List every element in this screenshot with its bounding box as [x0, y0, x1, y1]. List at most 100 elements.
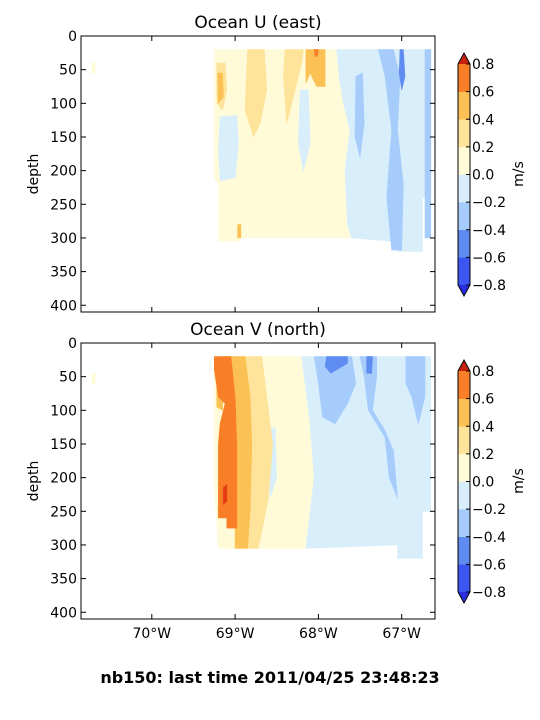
- x-axis: 70°W 69°W 68°W 67°W: [132, 343, 421, 642]
- contour-region: [336, 49, 432, 252]
- y-tick-label: 350: [50, 572, 77, 588]
- panel-ocean-u: Ocean U (east) 050100150200250300350400 …: [26, 13, 527, 314]
- colorbar-segment: [457, 370, 471, 399]
- colorbar-segment: [457, 481, 471, 510]
- colorbar-tick-label: −0.2: [472, 195, 506, 211]
- y-tick-label: 400: [50, 298, 77, 314]
- panel-title: Ocean U (east): [194, 13, 321, 33]
- colorbar-extend-under: [458, 285, 470, 296]
- y-tick-label: 50: [59, 63, 77, 79]
- contour-region: [217, 72, 224, 104]
- y-tick-label: 50: [59, 370, 77, 386]
- colorbar-tick-label: 0.8: [472, 364, 494, 380]
- colorbar-segment: [457, 229, 471, 258]
- contour-region: [91, 372, 96, 384]
- y-tick-label: 250: [50, 504, 77, 520]
- contour-region: [324, 356, 348, 374]
- y-tick-label: 100: [50, 403, 77, 419]
- colorbar-tick-label: 0.8: [472, 57, 494, 73]
- colorbar-tick-label: 0.4: [472, 112, 494, 128]
- colorbar-segment: [457, 119, 471, 148]
- y-axis: 0 50 100 150 200 250 300 350 400: [50, 29, 435, 314]
- y-tick-label: 300: [50, 231, 77, 247]
- colorbar-tick-label: 0.0: [472, 475, 494, 491]
- contour-region: [218, 115, 239, 181]
- contour-region: [91, 62, 96, 74]
- contour-region: [244, 49, 268, 138]
- y-tick-label: 200: [50, 471, 77, 487]
- colorbar-segment: [457, 201, 471, 230]
- colorbar: −0.8 −0.6 −0.4 −0.2 0.0 0.2 0.4 0.6 0.8: [457, 51, 506, 298]
- colorbar-segment: [457, 398, 471, 427]
- colorbar-extend-over: [458, 53, 470, 64]
- plot-frame: [80, 342, 436, 620]
- x-axis: [151, 36, 403, 312]
- colorbar-tick-label: −0.4: [472, 530, 506, 546]
- colorbar-label: m/s: [511, 468, 527, 494]
- colorbar-tick-label: −0.6: [472, 250, 506, 266]
- y-tick-label: 300: [50, 538, 77, 554]
- contour-region: [313, 356, 357, 425]
- colorbar-segment: [457, 63, 471, 92]
- colorbar-tick-label: −0.8: [472, 585, 506, 601]
- contour-area: [91, 356, 432, 559]
- contour-region: [359, 356, 398, 499]
- x-tick-label: 68°W: [299, 626, 338, 642]
- colorbar-label: m/s: [511, 161, 527, 187]
- panel-ocean-v: Ocean V (north) 0 50 100 150 200 250 300 350 400…: [26, 320, 527, 642]
- colorbar-extend-over: [458, 360, 470, 371]
- y-tick-label: 350: [50, 265, 77, 281]
- colorbar: −0.8 −0.6 −0.4 −0.2 0.0 0.2 0.4 0.6 0.8: [457, 358, 506, 605]
- x-tick-label: 69°W: [216, 626, 255, 642]
- panel-title: Ocean V (north): [190, 320, 326, 340]
- y-tick-label: 150: [50, 130, 77, 146]
- colorbar-segment: [457, 536, 471, 565]
- colorbar-tick-label: 0.6: [472, 85, 494, 101]
- colorbar-segment: [457, 146, 471, 175]
- contour-region: [313, 49, 319, 57]
- colorbar-segment: [457, 174, 471, 203]
- x-tick-label: 70°W: [132, 626, 171, 642]
- contour-region: [305, 49, 326, 87]
- colorbar-segment: [457, 91, 471, 120]
- contour-region: [283, 49, 304, 124]
- y-tick-label: 250: [50, 197, 77, 213]
- contour-region: [298, 89, 311, 171]
- contour-region: [378, 49, 404, 251]
- y-axis-label: depth: [26, 461, 42, 502]
- contour-region: [237, 224, 242, 239]
- contour-area: [91, 49, 432, 252]
- colorbar-segment: [457, 453, 471, 482]
- y-tick-label: 0: [68, 29, 77, 45]
- contour-region: [354, 72, 365, 158]
- colorbar-segment: [457, 508, 471, 537]
- colorbar-tick-label: −0.6: [472, 557, 506, 573]
- contour-region: [405, 356, 426, 425]
- y-tick-label: 0: [68, 336, 77, 352]
- colorbar-tick-label: −0.2: [472, 502, 506, 518]
- y-tick-label: 150: [50, 437, 77, 453]
- contour-region: [214, 356, 238, 529]
- colorbar-tick-label: 0.0: [472, 168, 494, 184]
- y-axis: 0 50 100 150 200 250 300 350 400: [50, 336, 435, 621]
- y-tick-label: 100: [50, 96, 77, 112]
- colorbar-tick-label: −0.8: [472, 278, 506, 294]
- colorbar-extend-under: [458, 592, 470, 603]
- contour-region: [398, 49, 406, 91]
- colorbar-segment: [457, 564, 471, 593]
- colorbar-tick-label: −0.4: [472, 223, 506, 239]
- colorbar-tick-label: 0.6: [472, 392, 494, 408]
- y-axis-label: depth: [26, 154, 42, 195]
- colorbar-segment: [457, 257, 471, 286]
- plot-frame: [80, 35, 436, 313]
- contour-region: [366, 356, 373, 374]
- contour-region: [223, 484, 228, 505]
- y-tick-label: 400: [50, 605, 77, 621]
- colorbar-tick-label: 0.2: [472, 447, 494, 463]
- colorbar-tick-label: 0.4: [472, 419, 494, 435]
- y-tick-label: 200: [50, 164, 77, 180]
- contour-region: [424, 49, 432, 239]
- figure-title: nb150: last time 2011/04/25 23:48:23: [100, 668, 439, 687]
- colorbar-segment: [457, 426, 471, 455]
